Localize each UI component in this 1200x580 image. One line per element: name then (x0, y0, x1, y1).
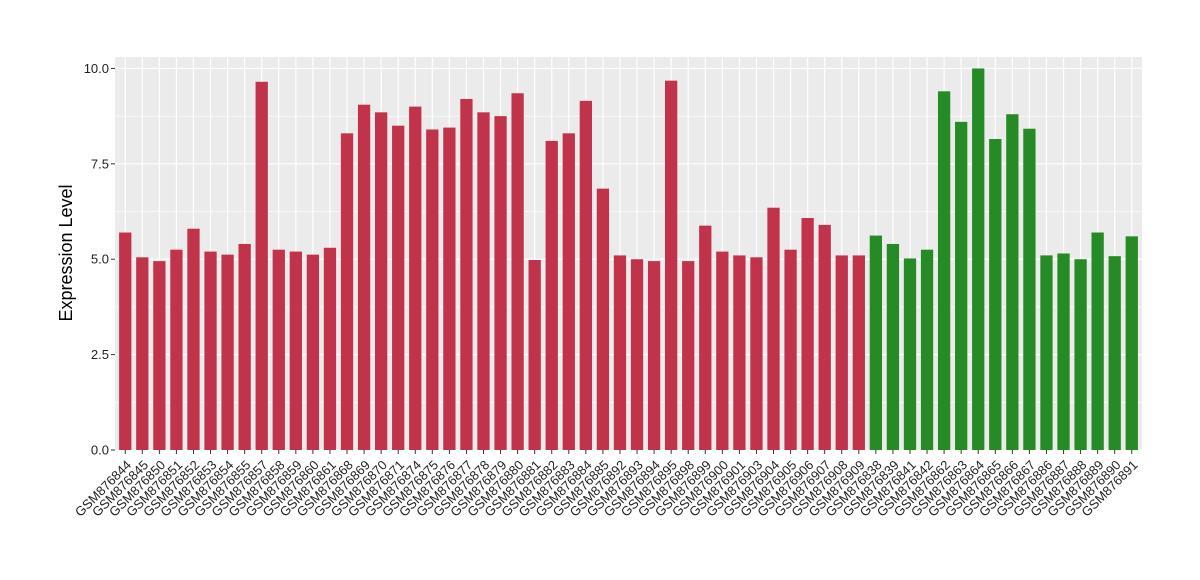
y-tick-label: 10.0 (84, 61, 109, 76)
bar-GSM876882 (545, 140, 558, 450)
y-tick-label: 5.0 (91, 252, 109, 267)
bar-GSM876838 (869, 235, 883, 450)
bar-GSM876893 (630, 259, 644, 450)
bar-GSM876891 (1125, 236, 1138, 450)
bar-GSM876900 (716, 251, 729, 450)
bar-GSM876857 (255, 81, 268, 451)
bar-GSM876892 (613, 255, 627, 450)
bar-GSM876866 (1006, 114, 1019, 451)
bar-GSM876845 (136, 257, 149, 450)
bar-GSM876842 (920, 249, 934, 450)
bar-GSM876890 (1108, 256, 1121, 450)
bar-GSM876874 (409, 106, 422, 451)
bar-GSM876878 (477, 112, 490, 450)
bar-GSM876894 (647, 261, 661, 450)
bar-GSM876862 (937, 91, 951, 450)
y-tick-label: 0.0 (91, 443, 109, 458)
y-tick-label: 7.5 (91, 156, 109, 171)
bar-GSM876864 (972, 68, 985, 451)
bar-GSM876888 (1074, 259, 1087, 450)
y-tick-label: 2.5 (91, 347, 109, 362)
bar-GSM876841 (903, 258, 917, 450)
bar-GSM876883 (562, 133, 575, 451)
bar-GSM876905 (784, 249, 797, 450)
bar-GSM876861 (323, 247, 337, 450)
bar-GSM876859 (289, 251, 302, 450)
bar-GSM876886 (1040, 255, 1053, 450)
bar-GSM876881 (528, 259, 541, 450)
bar-GSM876860 (306, 254, 320, 450)
bar-GSM876868 (340, 133, 354, 451)
bar-GSM876880 (511, 93, 524, 451)
bar-GSM876909 (852, 255, 865, 450)
bar-GSM876898 (682, 261, 695, 450)
bar-GSM876839 (886, 243, 900, 450)
bar-GSM876871 (392, 125, 405, 450)
bar-GSM876844 (119, 232, 132, 450)
bar-GSM876884 (579, 100, 592, 451)
x-axis: GSM876844GSM876845GSM876850GSM876851GSM8… (72, 450, 1141, 520)
bar-GSM876895 (665, 80, 678, 450)
bar-GSM876851 (170, 249, 183, 450)
bar-GSM876907 (818, 224, 831, 450)
bars (119, 68, 1138, 451)
bar-GSM876875 (426, 129, 439, 450)
bar-GSM876903 (750, 257, 763, 450)
bar-GSM876850 (153, 261, 166, 450)
bar-GSM876870 (374, 112, 388, 450)
y-axis: 0.0 2.5 5.0 7.5 10.0 (84, 61, 115, 458)
bar-GSM876865 (989, 139, 1002, 450)
bar-GSM876879 (494, 116, 507, 450)
y-axis-title: Expression Level (56, 184, 76, 321)
bar-GSM876852 (187, 228, 200, 450)
bar-GSM876867 (1023, 128, 1036, 450)
bar-GSM876877 (460, 98, 473, 450)
bar-GSM876906 (801, 218, 814, 450)
bar-GSM876876 (443, 127, 456, 451)
bar-GSM876854 (221, 254, 234, 450)
bar-GSM876889 (1091, 232, 1104, 450)
bar-GSM876858 (272, 249, 285, 450)
bar-GSM876863 (955, 121, 968, 450)
bar-GSM876853 (204, 251, 217, 450)
bar-GSM876887 (1057, 253, 1070, 450)
bar-GSM876904 (767, 207, 780, 450)
plot-panel (115, 57, 1142, 450)
bar-GSM876908 (835, 255, 848, 450)
bar-GSM876899 (699, 225, 712, 450)
bar-GSM876869 (357, 104, 371, 450)
bar-GSM876901 (733, 255, 746, 450)
bar-GSM876885 (596, 188, 610, 450)
bar-GSM876855 (238, 243, 251, 450)
